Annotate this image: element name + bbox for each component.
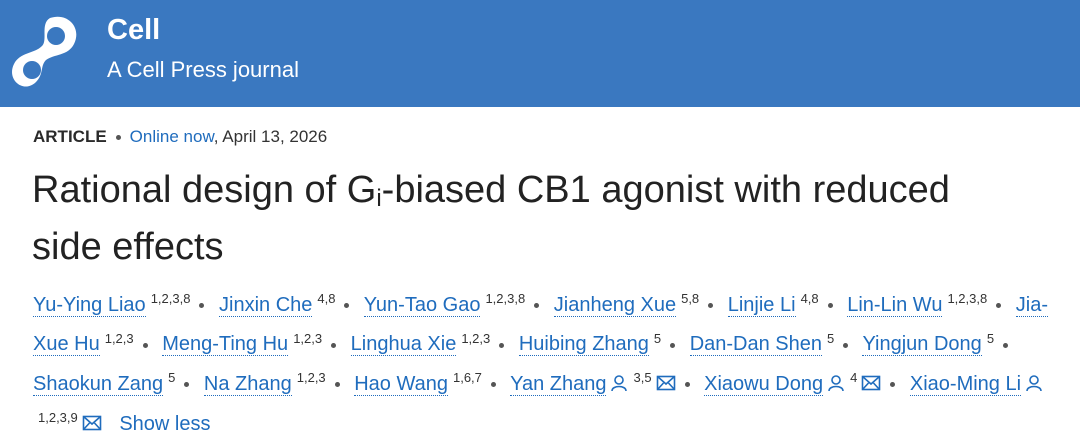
author-affiliations: 1,2,3,8 (150, 291, 191, 306)
journal-name[interactable]: Cell (107, 14, 161, 46)
author-affiliations: 4,8 (800, 291, 819, 306)
separator (490, 382, 496, 388)
author-profile-icon[interactable] (610, 374, 628, 392)
article-title: Rational design of Gi-biased CB1 agonist… (32, 166, 992, 272)
separator (334, 382, 340, 388)
separator (344, 302, 350, 308)
journal-tagline: A Cell Press journal (107, 57, 299, 82)
article-meta: ARTICLE Online now, April 13, 2026 (33, 127, 327, 147)
show-less-toggle[interactable]: Show less (119, 412, 211, 435)
author-name[interactable]: Meng-Ting Hu (162, 333, 289, 357)
author-affiliations: 4 (850, 370, 858, 386)
author-name[interactable]: Yingjun Dong (862, 333, 982, 357)
separator (199, 302, 205, 308)
author-email-icon[interactable] (861, 374, 881, 392)
author-email-icon[interactable] (82, 414, 102, 432)
author-affiliations: 1,2,3 (296, 370, 326, 386)
author-name[interactable]: Jianheng Xue (553, 293, 677, 317)
separator (115, 135, 121, 141)
author-name[interactable]: Xiao-Ming Li (909, 372, 1022, 396)
author-name[interactable]: Shaokun Zang (33, 372, 164, 396)
author-affiliations: 3,5 (633, 370, 652, 386)
separator (827, 302, 833, 308)
author-name[interactable]: Huibing Zhang (518, 333, 649, 357)
author-name[interactable]: Linjie Li (727, 293, 796, 317)
separator (708, 302, 714, 308)
author-name[interactable]: Yu-Ying Liao (33, 293, 146, 317)
author-name[interactable]: Yan Zhang (510, 372, 607, 396)
title-text: -biased CB1 agonist with reduced side ef… (32, 169, 950, 268)
author-affiliations: 1,2,3,8 (947, 291, 988, 306)
separator (890, 382, 896, 388)
publish-date: , April 13, 2026 (213, 127, 328, 146)
author-affiliations: 5 (653, 330, 662, 346)
author-name[interactable]: Na Zhang (203, 372, 292, 396)
separator (499, 342, 505, 348)
separator (184, 382, 190, 388)
author-name[interactable]: Xiaowu Dong (704, 372, 824, 396)
separator (331, 342, 337, 348)
author-affiliations: 5 (168, 370, 176, 386)
article-type: ARTICLE (33, 127, 107, 146)
author-affiliations: 1,2,3,8 (485, 291, 526, 306)
author-name[interactable]: Lin-Lin Wu (847, 293, 943, 317)
author-affiliations: 1,2,3 (461, 330, 491, 346)
title-text: Rational design of G (32, 169, 377, 211)
author-name[interactable]: Dan-Dan Shen (689, 333, 823, 357)
author-affiliations: 5 (827, 330, 835, 346)
author-name[interactable]: Jinxin Che (219, 293, 313, 317)
journal-logo[interactable] (10, 14, 82, 92)
separator (843, 342, 849, 348)
separator (670, 342, 676, 348)
author-affiliations: 5,8 (681, 291, 700, 306)
author-name[interactable]: Jia-Xue Hu (33, 293, 1048, 357)
author-affiliations: 1,2,3,9 (38, 409, 78, 425)
separator (534, 302, 540, 308)
author-affiliations: 5 (986, 330, 995, 346)
separator (996, 302, 1002, 308)
author-list: Yu-Ying Liao 1,2,3,8 Jinxin Che 4,8 Yun-Ta… (33, 282, 1073, 441)
separator (142, 342, 148, 348)
site-header: Cell A Cell Press journal (0, 0, 1080, 107)
author-name[interactable]: Linghua Xie (350, 333, 457, 357)
author-name[interactable]: Yun-Tao Gao (363, 293, 481, 317)
author-affiliations: 1,6,7 (452, 370, 482, 386)
title-subscript: i (376, 185, 382, 212)
author-affiliations: 4,8 (317, 291, 336, 306)
author-profile-icon[interactable] (1025, 374, 1043, 392)
author-name[interactable]: Hao Wang (354, 372, 448, 396)
author-profile-icon[interactable] (827, 374, 845, 392)
author-email-icon[interactable] (656, 374, 676, 392)
separator (1003, 342, 1009, 348)
online-status[interactable]: Online now (129, 127, 214, 146)
author-affiliations: 1,2,3 (293, 330, 323, 346)
separator (684, 382, 690, 388)
author-affiliations: 1,2,3 (104, 330, 134, 346)
